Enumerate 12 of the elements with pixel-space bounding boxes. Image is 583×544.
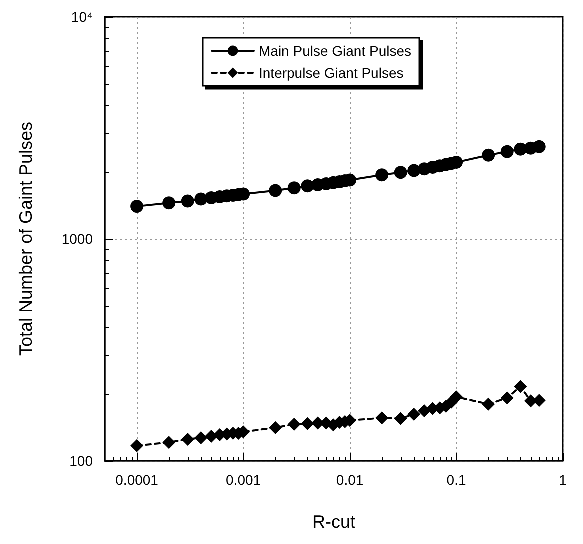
legend-label: Main Pulse Giant Pulses bbox=[259, 43, 412, 59]
legend-label: Interpulse Giant Pulses bbox=[259, 65, 404, 81]
x-tick-label: 0.0001 bbox=[116, 472, 159, 488]
y-tick-label: 100 bbox=[70, 453, 94, 469]
y-tick-label: 1000 bbox=[62, 231, 94, 247]
x-tick-label: 0.01 bbox=[336, 472, 364, 488]
x-tick-label: 0.001 bbox=[226, 472, 262, 488]
x-tick-label: 0.1 bbox=[446, 472, 466, 488]
y-axis-title: Total Number of Gaint Pulses bbox=[16, 122, 36, 356]
y-tick-label: 10⁴ bbox=[71, 9, 93, 25]
x-axis-title: R-cut bbox=[312, 512, 356, 532]
x-tick-label: 1 bbox=[559, 472, 568, 488]
